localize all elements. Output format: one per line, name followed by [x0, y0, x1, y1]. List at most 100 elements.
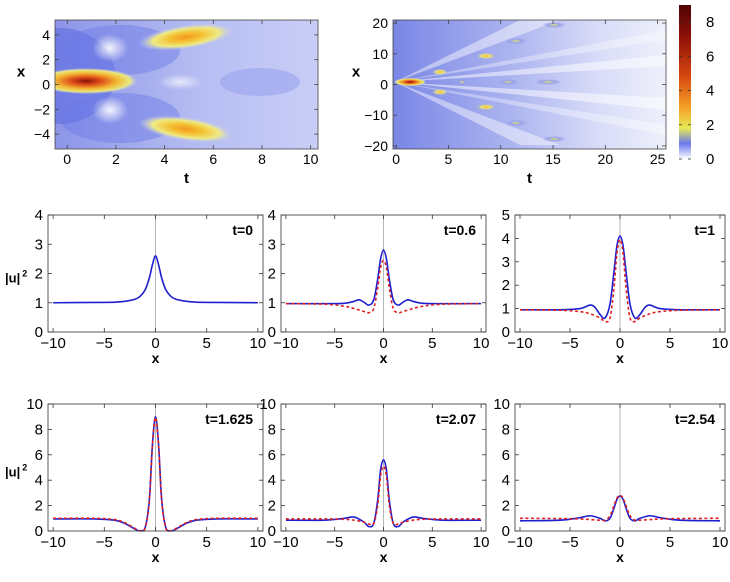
y-tick-label: 4 — [502, 230, 510, 247]
x-axis-label: x — [152, 549, 160, 565]
x-tick-label: 8 — [258, 151, 266, 167]
y-tick-label: 10 — [26, 396, 43, 413]
x-tick-label: 10 — [250, 534, 267, 551]
x-tick-label: 0 — [63, 151, 71, 167]
x-tick-label: −5 — [561, 335, 578, 352]
y-tick-label: 6 — [35, 447, 43, 464]
x-tick-label: 0 — [379, 534, 387, 551]
profile-plot-t0: −10 −5 0 5 10 0 1 2 3 4 x t=0 |u| 2 — [5, 207, 266, 366]
x-axis-label: t — [184, 170, 189, 187]
y-tick-label: 5 — [502, 207, 510, 224]
y-tick-label: −10 — [364, 107, 388, 123]
x-tick-label: 0 — [392, 151, 400, 167]
y-tick-label: 1 — [268, 295, 276, 312]
y-tick-label: 0 — [502, 324, 510, 341]
x-axis-label: x — [380, 350, 388, 366]
plot-title: t=1 — [694, 222, 715, 238]
y-tick-label: 8 — [502, 421, 510, 438]
x-tick-label: 4 — [161, 151, 169, 167]
series-analytical — [285, 465, 482, 526]
x-tick-label: 10 — [473, 534, 490, 551]
y-tick-label: 4 — [268, 472, 276, 489]
x-tick-label: −5 — [96, 534, 113, 551]
y-tick-label: 0 — [35, 523, 43, 540]
y-tick-label: 0 — [502, 523, 510, 540]
series-analytical — [53, 416, 258, 532]
x-tick-label: 5 — [428, 534, 436, 551]
x-tick-label: 5 — [203, 335, 211, 352]
y-tick-label: 20 — [372, 15, 388, 31]
x-tick-label: 10 — [712, 534, 729, 551]
y-tick-label: 4 — [35, 207, 43, 224]
x-axis-label: t — [527, 170, 532, 187]
x-tick-label: −5 — [326, 335, 343, 352]
y-tick-label: 2 — [268, 266, 276, 283]
x-tick-label: −10 — [273, 335, 298, 352]
x-tick-label: 10 — [493, 151, 509, 167]
y-tick-label: 0 — [380, 77, 388, 93]
colorbar-tick-label: 6 — [706, 48, 714, 65]
y-tick-label: 0 — [42, 77, 50, 93]
y-tick-label: 2 — [42, 52, 50, 68]
y-tick-label: 4 — [502, 472, 510, 489]
x-tick-label: −10 — [40, 335, 65, 352]
x-tick-label: 20 — [598, 151, 614, 167]
y-tick-label: 6 — [502, 447, 510, 464]
y-tick-label: 2 — [502, 277, 510, 294]
x-tick-label: −10 — [507, 335, 532, 352]
y-tick-label: 1 — [502, 301, 510, 318]
y-tick-label: 6 — [268, 447, 276, 464]
x-tick-label: 0 — [151, 335, 159, 352]
heatmap-a-peak — [55, 68, 138, 94]
y-axis-label: x — [17, 64, 26, 81]
y-tick-label: 3 — [502, 254, 510, 271]
x-tick-label: 2 — [112, 151, 120, 167]
y-tick-label: 10 — [372, 46, 388, 62]
y-axis-label: x — [352, 64, 361, 81]
x-tick-label: 5 — [666, 335, 674, 352]
y-tick-label: 2 — [35, 266, 43, 283]
heatmap-a-lower-ridge — [138, 115, 234, 143]
y-tick-label: −4 — [34, 126, 50, 142]
colorbar: 0 2 4 6 8 — [679, 5, 714, 168]
heatmap-b-field — [393, 20, 666, 149]
y-axis-label: |u| 2 — [5, 269, 27, 286]
heatmap-a-upper-ridge — [138, 23, 234, 51]
x-tick-label: 5 — [428, 335, 436, 352]
x-tick-label: 15 — [545, 151, 561, 167]
x-tick-label: −5 — [326, 534, 343, 551]
plot-title: t=0 — [232, 222, 253, 238]
profile-plot-t254: −10 −5 0 5 10 0 2 4 6 8 10 x t=2.54 — [493, 396, 728, 565]
x-tick-label: −5 — [561, 534, 578, 551]
x-tick-label: 6 — [209, 151, 217, 167]
colorbar-tick-label: 0 — [706, 151, 714, 168]
x-tick-label: 10 — [303, 151, 319, 167]
series-numerical — [53, 255, 258, 304]
y-tick-label: 8 — [268, 421, 276, 438]
profile-plot-t1625: −10 −5 0 5 10 0 2 4 6 8 10 x t=1.625 |u| 2 — [5, 396, 266, 565]
series-numerical — [285, 459, 482, 528]
series-numerical — [285, 249, 482, 306]
plot-title: t=1.625 — [205, 411, 253, 427]
profile-plot-t207: −10 −5 0 5 10 0 2 4 6 8 10 x t=2.07 — [259, 396, 489, 565]
colorbar-tick-label: 2 — [706, 117, 714, 134]
y-tick-label: 2 — [268, 498, 276, 515]
y-tick-label: 4 — [42, 27, 50, 43]
x-tick-label: 0 — [616, 534, 624, 551]
y-tick-label: 3 — [268, 236, 276, 253]
x-tick-label: 0 — [379, 335, 387, 352]
y-tick-label: 0 — [268, 523, 276, 540]
x-axis-label: x — [380, 549, 388, 565]
y-tick-label: 10 — [493, 396, 510, 413]
series-numerical — [519, 235, 721, 320]
x-tick-label: 0 — [151, 534, 159, 551]
x-tick-label: −10 — [40, 534, 65, 551]
series-numerical — [519, 495, 721, 522]
y-tick-label: 4 — [35, 472, 43, 489]
x-axis-label: x — [616, 549, 624, 565]
x-tick-label: 5 — [203, 534, 211, 551]
y-tick-label: 8 — [35, 421, 43, 438]
y-tick-label: 0 — [35, 324, 43, 341]
